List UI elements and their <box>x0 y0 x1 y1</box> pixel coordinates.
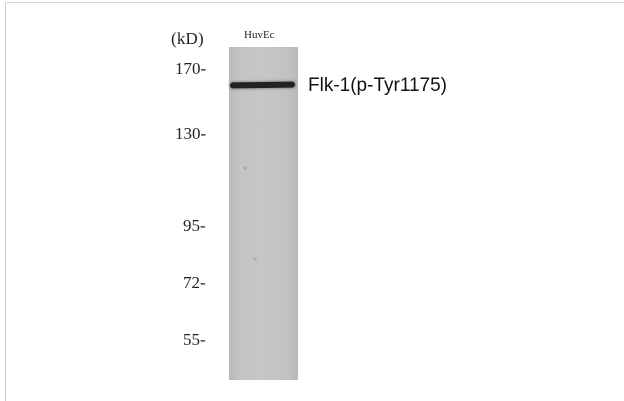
lane-label: HuvEc <box>244 29 275 41</box>
molecular-weight-unit-label: (kD) <box>171 29 204 48</box>
gel-lane <box>229 47 298 380</box>
marker-72: 72- <box>183 273 206 292</box>
marker-130: 130- <box>175 124 207 143</box>
figure-frame-left <box>5 2 6 401</box>
figure-frame-top <box>5 2 624 3</box>
protein-band <box>229 81 296 89</box>
marker-170: 170- <box>175 59 207 78</box>
lane-artifact <box>243 166 247 170</box>
lane-artifact <box>253 257 257 261</box>
band-label: Flk-1(p-Tyr1175) <box>308 75 448 96</box>
marker-55: 55- <box>183 330 206 349</box>
marker-95: 95- <box>183 216 206 235</box>
